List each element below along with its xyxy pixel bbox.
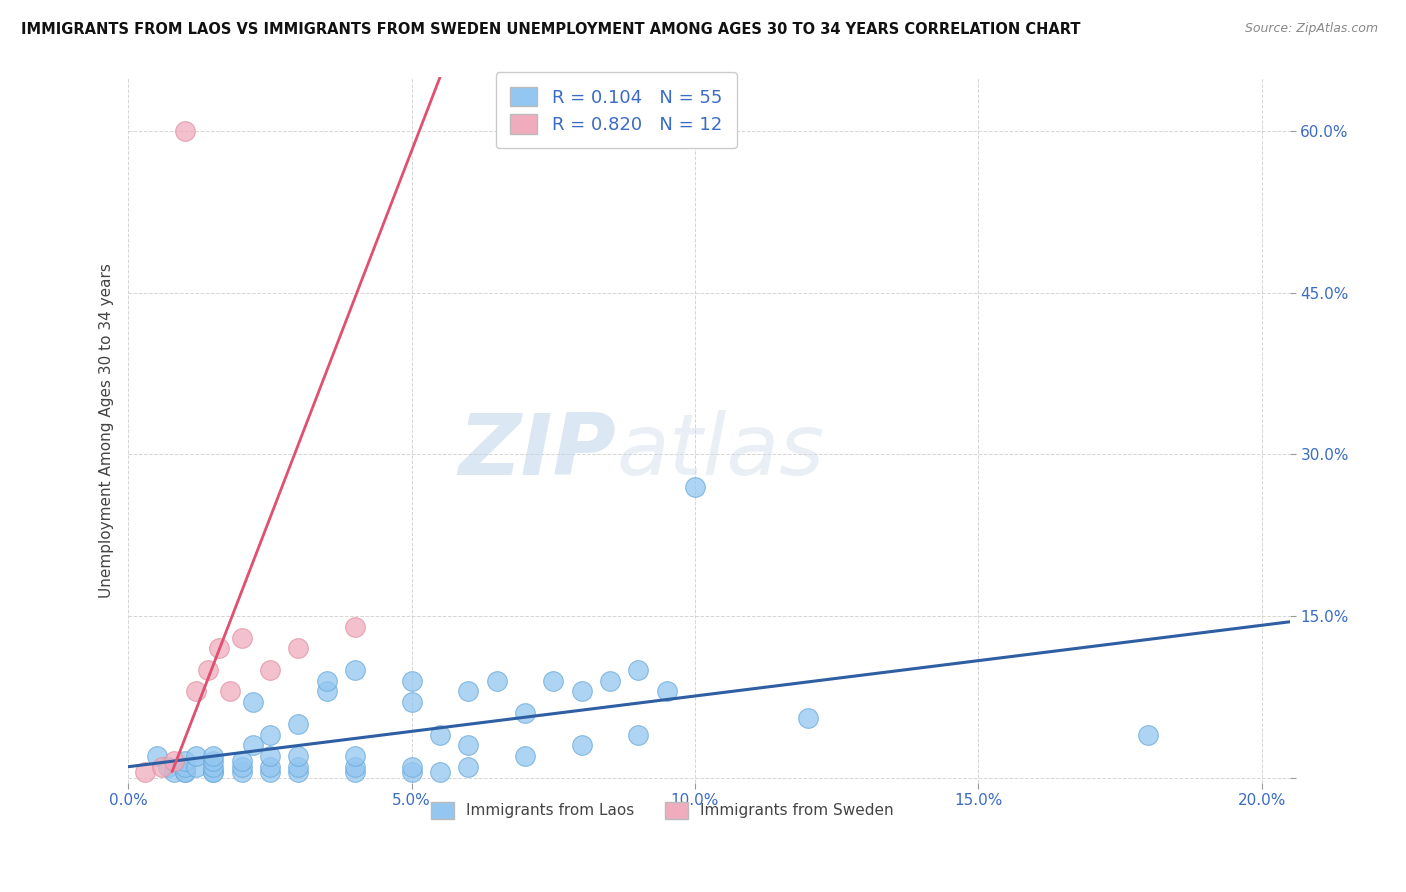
Point — [457, 760, 479, 774]
Point — [134, 765, 156, 780]
Point — [401, 695, 423, 709]
Point — [186, 684, 208, 698]
Point — [343, 765, 366, 780]
Point — [599, 673, 621, 688]
Point — [242, 739, 264, 753]
Point — [343, 620, 366, 634]
Point — [513, 706, 536, 720]
Point — [259, 663, 281, 677]
Point — [485, 673, 508, 688]
Point — [174, 765, 197, 780]
Point — [401, 673, 423, 688]
Point — [343, 760, 366, 774]
Point — [202, 755, 225, 769]
Point — [457, 684, 479, 698]
Point — [401, 760, 423, 774]
Point — [202, 749, 225, 764]
Point — [259, 749, 281, 764]
Point — [202, 765, 225, 780]
Text: atlas: atlas — [616, 410, 824, 493]
Point — [150, 760, 173, 774]
Point — [162, 765, 184, 780]
Point — [156, 760, 179, 774]
Point — [162, 755, 184, 769]
Point — [231, 631, 253, 645]
Text: IMMIGRANTS FROM LAOS VS IMMIGRANTS FROM SWEDEN UNEMPLOYMENT AMONG AGES 30 TO 34 : IMMIGRANTS FROM LAOS VS IMMIGRANTS FROM … — [21, 22, 1081, 37]
Point — [315, 673, 337, 688]
Point — [174, 124, 197, 138]
Point — [627, 728, 650, 742]
Point — [287, 749, 309, 764]
Point — [242, 695, 264, 709]
Point — [259, 760, 281, 774]
Point — [513, 749, 536, 764]
Point — [627, 663, 650, 677]
Point — [287, 760, 309, 774]
Point — [343, 663, 366, 677]
Point — [231, 755, 253, 769]
Point — [287, 716, 309, 731]
Point — [202, 760, 225, 774]
Point — [208, 641, 231, 656]
Point — [655, 684, 678, 698]
Point — [202, 765, 225, 780]
Point — [231, 760, 253, 774]
Point — [571, 684, 593, 698]
Point — [401, 765, 423, 780]
Point — [231, 765, 253, 780]
Point — [174, 755, 197, 769]
Point — [174, 760, 197, 774]
Point — [287, 765, 309, 780]
Point — [197, 663, 219, 677]
Text: ZIP: ZIP — [458, 410, 616, 493]
Point — [174, 765, 197, 780]
Point — [186, 760, 208, 774]
Point — [219, 684, 242, 698]
Y-axis label: Unemployment Among Ages 30 to 34 years: Unemployment Among Ages 30 to 34 years — [100, 263, 114, 598]
Point — [259, 765, 281, 780]
Legend: Immigrants from Laos, Immigrants from Sweden: Immigrants from Laos, Immigrants from Sw… — [425, 796, 900, 825]
Point — [429, 728, 451, 742]
Point — [571, 739, 593, 753]
Point — [429, 765, 451, 780]
Point — [145, 749, 167, 764]
Point — [457, 739, 479, 753]
Point — [287, 641, 309, 656]
Point — [683, 480, 706, 494]
Point — [259, 728, 281, 742]
Point — [186, 749, 208, 764]
Point — [797, 711, 820, 725]
Point — [541, 673, 564, 688]
Point — [343, 749, 366, 764]
Point — [1137, 728, 1160, 742]
Point — [315, 684, 337, 698]
Text: Source: ZipAtlas.com: Source: ZipAtlas.com — [1244, 22, 1378, 36]
